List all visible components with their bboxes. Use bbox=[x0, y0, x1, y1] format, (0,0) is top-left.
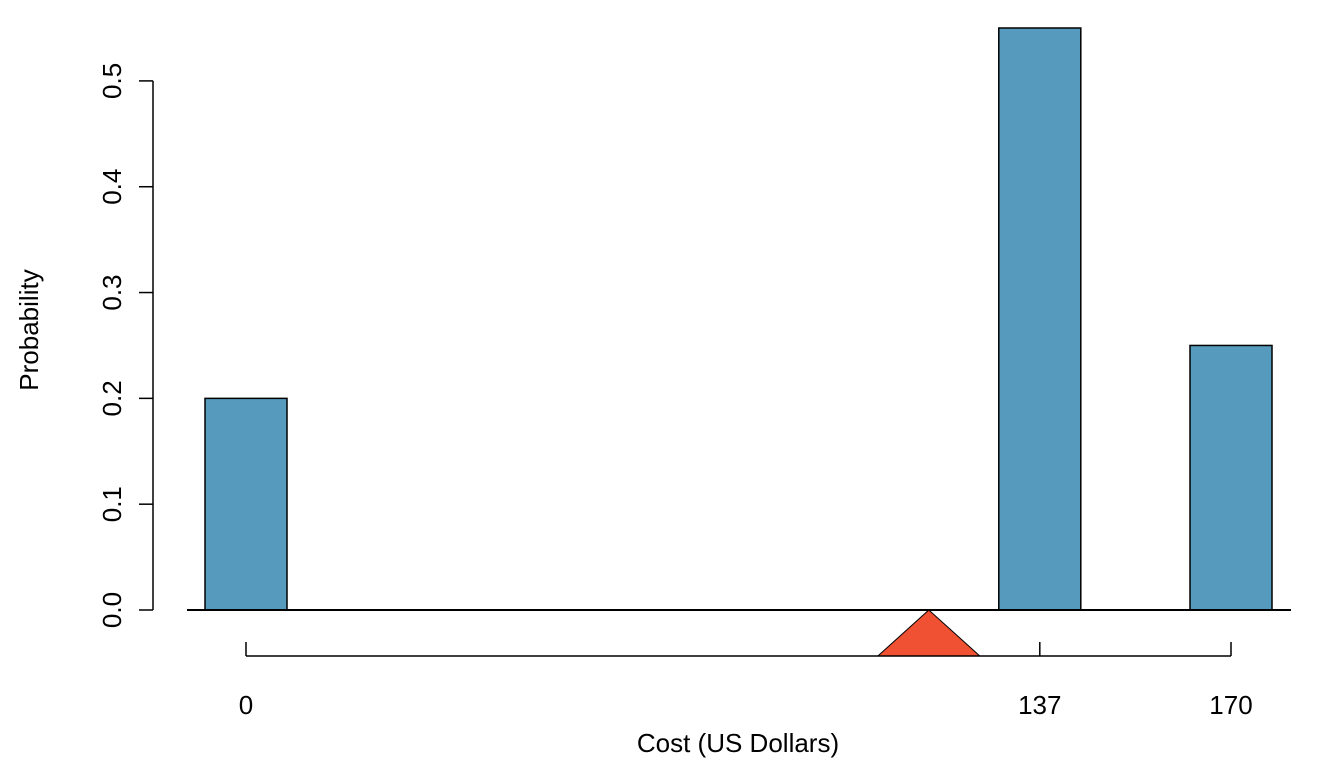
x-axis: 0 137 170 bbox=[239, 642, 1253, 720]
bar-0 bbox=[204, 397, 288, 611]
y-tick-label-0.2: 0.2 bbox=[97, 380, 127, 416]
bar-170 bbox=[1189, 344, 1273, 611]
y-tick-label-0.1: 0.1 bbox=[97, 486, 127, 522]
y-axis: 0.0 0.1 0.2 0.3 0.4 0.5 bbox=[97, 63, 154, 628]
x-tick-label-137: 137 bbox=[1018, 690, 1061, 720]
y-axis-title: Probability bbox=[14, 269, 44, 390]
y-tick-label-0.4: 0.4 bbox=[97, 169, 127, 205]
y-tick-label-0.0: 0.0 bbox=[97, 592, 127, 628]
x-tick-label-0: 0 bbox=[239, 690, 253, 720]
x-tick-label-170: 170 bbox=[1209, 690, 1252, 720]
x-axis-title: Cost (US Dollars) bbox=[637, 728, 839, 758]
y-tick-label-0.5: 0.5 bbox=[97, 63, 127, 99]
y-tick-label-0.3: 0.3 bbox=[97, 274, 127, 310]
bar-137 bbox=[998, 27, 1082, 611]
mean-balance-marker bbox=[876, 609, 982, 657]
bars bbox=[204, 27, 1273, 611]
